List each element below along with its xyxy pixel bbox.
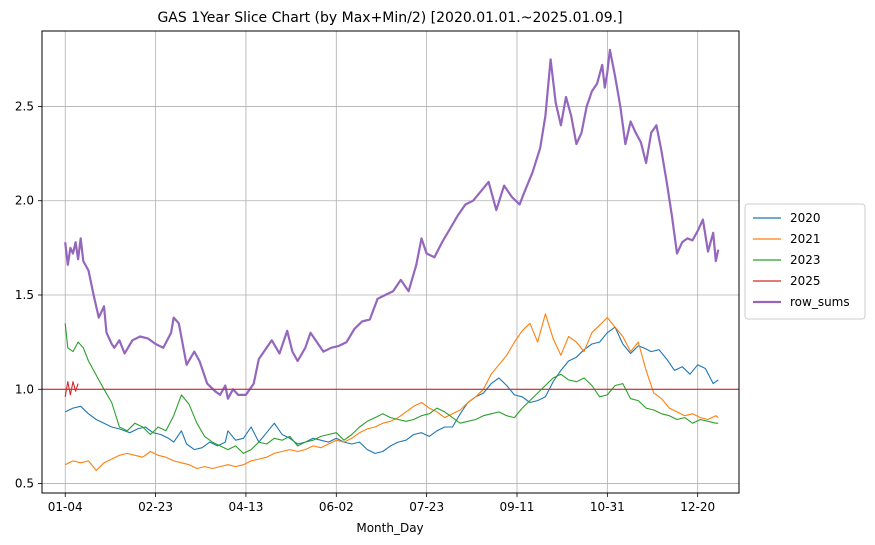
legend-label-2021: 2021 xyxy=(790,232,821,246)
legend: 2020 2021 2023 2025 row_sums xyxy=(744,203,866,320)
plot-area xyxy=(42,48,739,471)
series-line-2021 xyxy=(64,313,719,471)
legend-label-row-sums: row_sums xyxy=(790,295,850,309)
x-tick-label: 10-31 xyxy=(590,500,625,514)
x-tick-label: 12-20 xyxy=(680,500,715,514)
x-tick-label: 04-13 xyxy=(228,500,263,514)
y-axis: 0.5 1.0 1.5 2.0 2.5 xyxy=(15,99,42,491)
series-line-2020 xyxy=(64,326,719,454)
x-axis-label: Month_Day xyxy=(356,521,423,535)
y-tick-label: 1.5 xyxy=(15,288,34,302)
y-tick-label: 2.5 xyxy=(15,99,34,113)
legend-label-2023: 2023 xyxy=(790,253,821,267)
y-tick-label: 1.0 xyxy=(15,382,34,396)
x-tick-label: 01-04 xyxy=(48,500,83,514)
chart-title: GAS 1Year Slice Chart (by Max+Min/2) [20… xyxy=(157,10,622,26)
legend-label-2025: 2025 xyxy=(790,274,821,288)
plot-frame xyxy=(41,30,740,494)
x-tick-label: 07-23 xyxy=(409,500,444,514)
y-tick-label: 2.0 xyxy=(15,194,34,208)
series-line-2023 xyxy=(64,323,719,454)
legend-box xyxy=(744,203,866,320)
x-axis: 01-04 02-23 04-13 06-02 07-23 09-11 10-31 12-20 xyxy=(48,493,715,514)
x-tick-label: 02-23 xyxy=(138,500,173,514)
y-tick-label: 0.5 xyxy=(15,477,34,491)
series-line-2025 xyxy=(64,381,79,397)
legend-label-2020: 2020 xyxy=(790,211,821,225)
x-tick-label: 06-02 xyxy=(319,500,354,514)
series-line-row-sums xyxy=(64,48,720,400)
x-tick-label: 09-11 xyxy=(500,500,535,514)
